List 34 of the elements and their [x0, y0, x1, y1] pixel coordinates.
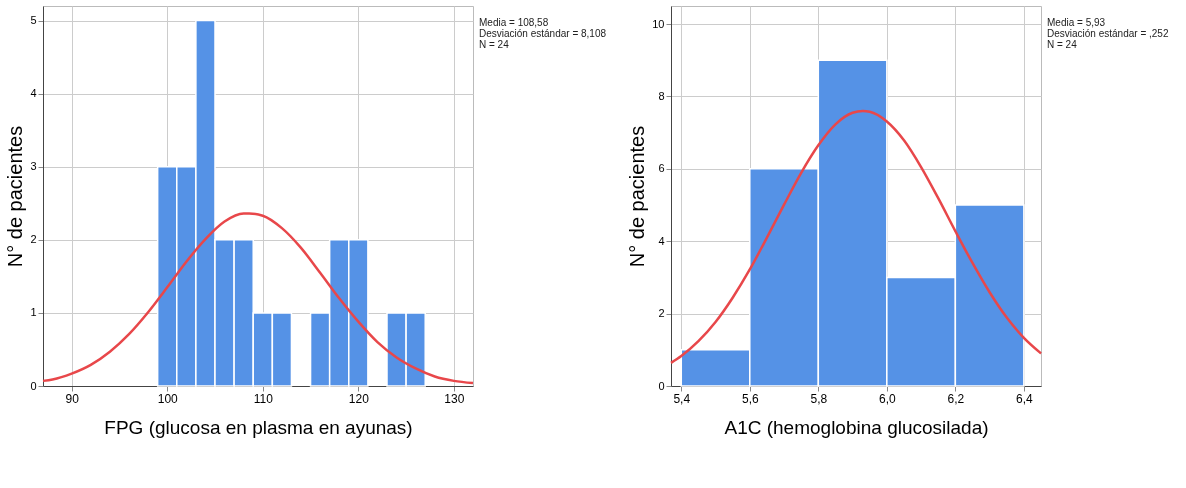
- x-tick-label: 110: [253, 391, 274, 406]
- text: Media = 5,93: [1047, 17, 1106, 28]
- x-tick-label: 130: [444, 391, 465, 406]
- y-tick-label: 2: [658, 307, 665, 320]
- text: N = 24: [1047, 39, 1078, 50]
- x-tick-label: 5,8: [810, 391, 828, 406]
- x-tick-label: 120: [348, 391, 370, 406]
- y-tick-label: 10: [652, 17, 665, 30]
- y-tick-label: 4: [30, 87, 37, 100]
- text: Desviación estándar = ,252: [1047, 28, 1169, 39]
- y-tick-label: 5: [30, 14, 37, 27]
- y-tick-label: 1: [30, 306, 37, 319]
- y-tick-label: 2: [30, 233, 37, 246]
- x-tick-label: 100: [157, 391, 179, 406]
- y-tick-label: 3: [30, 160, 37, 173]
- x-tick-label: 6,0: [878, 391, 896, 406]
- x-tick-label: 5,6: [741, 391, 759, 406]
- line-series: [669, 109, 1043, 365]
- y-tick-label: 0: [658, 379, 665, 392]
- y-tick-label: 8: [658, 89, 665, 102]
- text: Desviación estándar = 8,108: [479, 28, 607, 39]
- y-tick-label: 0: [30, 379, 37, 392]
- y-tick-label: 4: [658, 234, 665, 247]
- y-axis-title: N° de pacientes: [626, 125, 649, 268]
- x-axis-title: A1C (hemoglobina glucosilada): [724, 416, 989, 438]
- y-tick-label: 6: [658, 162, 665, 175]
- x-tick-label: 5,4: [673, 391, 691, 406]
- text: Media = 108,58: [479, 17, 549, 28]
- x-tick-label: 6,2: [947, 391, 965, 406]
- x-tick-label: 6,4: [1016, 391, 1034, 406]
- x-axis-title: FPG (glucosa en plasma en ayunas): [104, 416, 413, 438]
- text: N = 24: [479, 39, 510, 50]
- y-axis-title: N° de pacientes: [4, 125, 27, 268]
- x-tick-label: 90: [65, 391, 80, 406]
